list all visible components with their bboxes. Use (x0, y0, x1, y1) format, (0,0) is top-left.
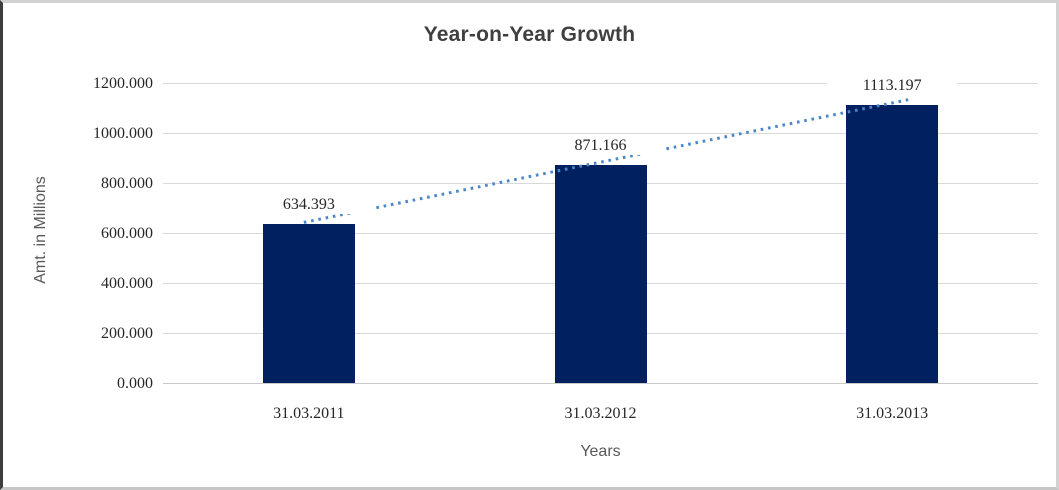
bar-data-label: 1113.197 (827, 75, 958, 95)
y-tick-label: 1200.000 (93, 75, 153, 92)
y-tick-label: 800.000 (101, 175, 153, 192)
y-tick-label: 1000.000 (93, 125, 153, 142)
x-axis-title: Years (580, 443, 621, 460)
bar-data-label: 871.166 (535, 136, 666, 156)
y-axis-title: Amt. in Millions (32, 176, 49, 284)
bar (262, 224, 355, 383)
x-tick-label: 31.03.2011 (273, 405, 345, 422)
x-axis-line (163, 383, 1038, 384)
chart-title: Year-on-Year Growth (423, 23, 636, 46)
y-tick-label: 200.000 (101, 325, 153, 342)
bar (846, 104, 939, 383)
y-tick-label: 400.000 (101, 275, 153, 292)
x-tick-label: 31.03.2013 (856, 405, 929, 422)
bar-data-label: 634.393 (243, 195, 374, 215)
y-gridline (163, 83, 1038, 84)
x-tick-label: 31.03.2012 (564, 405, 637, 422)
bar (554, 165, 647, 383)
y-tick-label: 600.000 (101, 225, 153, 242)
y-tick-label: 0.000 (117, 375, 153, 392)
